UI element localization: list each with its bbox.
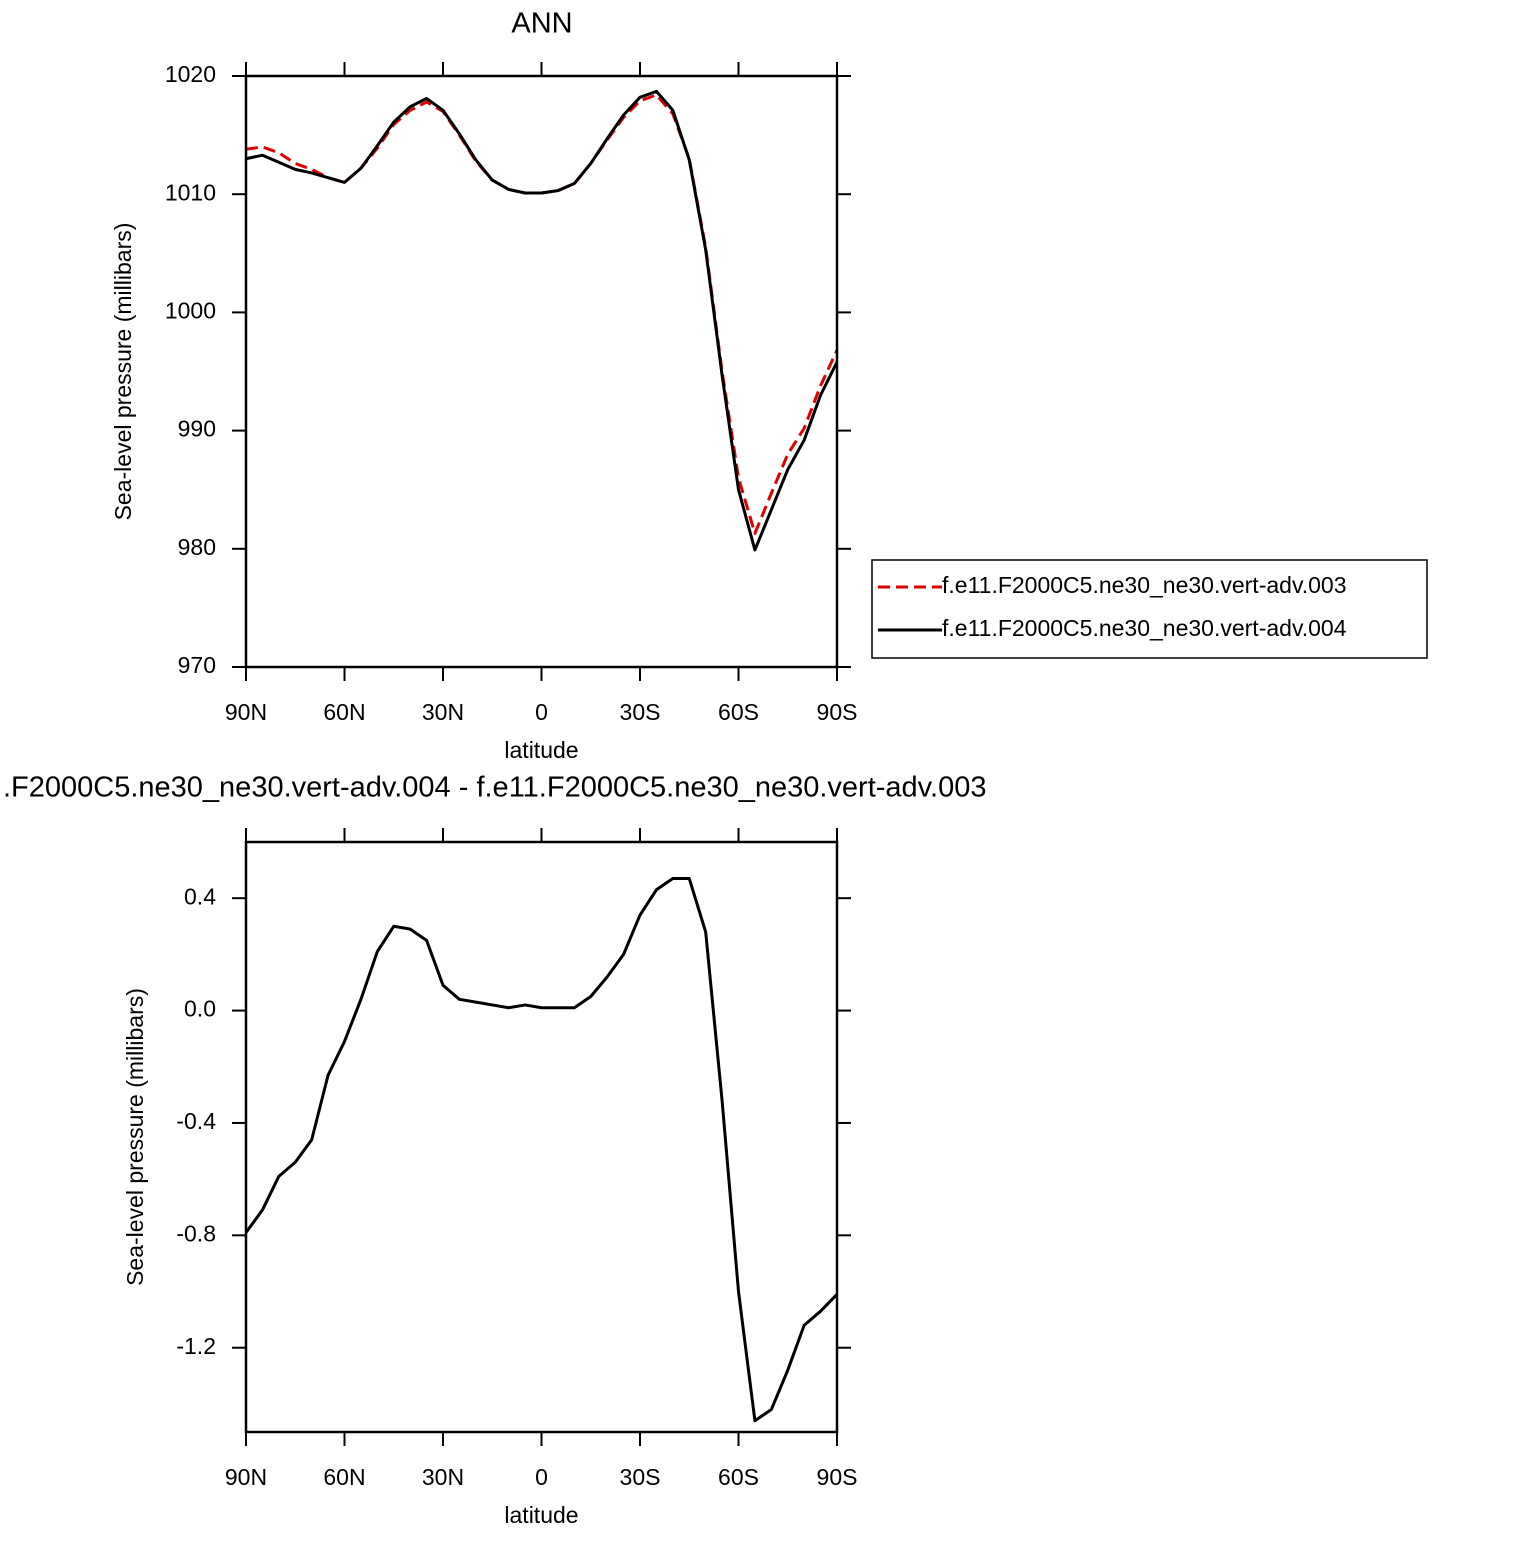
x-tick-label: 0 (535, 1464, 548, 1490)
y-tick-label: -1.2 (176, 1333, 216, 1359)
legend-label: f.e11.F2000C5.ne30_ne30.vert-adv.003 (942, 572, 1347, 598)
y-tick-label: 1020 (165, 61, 216, 87)
x-tick-label: 0 (535, 699, 548, 725)
y-axis-label: Sea-level pressure (millibars) (110, 223, 136, 521)
y-tick-label: 970 (178, 652, 216, 678)
x-tick-label: 60N (323, 699, 365, 725)
y-tick-label: -0.8 (176, 1220, 216, 1246)
y-tick-label: -0.4 (176, 1108, 216, 1134)
chart-title: .F2000C5.ne30_ne30.vert-adv.004 - f.e11.… (3, 772, 986, 804)
x-tick-label: 90S (817, 699, 858, 725)
x-tick-label: 90N (225, 1464, 267, 1490)
y-tick-label: 990 (178, 416, 216, 442)
x-tick-label: 60S (718, 699, 759, 725)
y-axis-label: Sea-level pressure (millibars) (122, 988, 148, 1286)
data-line (245, 93, 839, 535)
x-tick-label: 60S (718, 1464, 759, 1490)
y-tick-label: 1000 (165, 297, 216, 323)
x-tick-label: 30N (422, 699, 464, 725)
data-line (244, 877, 839, 1423)
plot-frame (244, 840, 839, 1434)
data-line (245, 89, 839, 552)
plot-frame (244, 74, 839, 669)
x-tick-label: 90S (817, 1464, 858, 1490)
y-tick-label: 1010 (165, 179, 216, 205)
x-axis-label: latitude (504, 737, 578, 763)
x-tick-label: 30S (620, 1464, 661, 1490)
x-tick-label: 30S (620, 699, 661, 725)
x-tick-label: 90N (225, 699, 267, 725)
x-tick-label: 60N (323, 1464, 365, 1490)
legend-box (871, 559, 1428, 659)
chart-title: ANN (511, 8, 572, 40)
x-tick-label: 30N (422, 1464, 464, 1490)
y-tick-label: 980 (178, 534, 216, 560)
y-tick-label: 0.4 (184, 883, 216, 909)
x-axis-label: latitude (504, 1502, 578, 1528)
y-tick-label: 0.0 (184, 996, 216, 1022)
legend-label: f.e11.F2000C5.ne30_ne30.vert-adv.004 (942, 615, 1347, 641)
